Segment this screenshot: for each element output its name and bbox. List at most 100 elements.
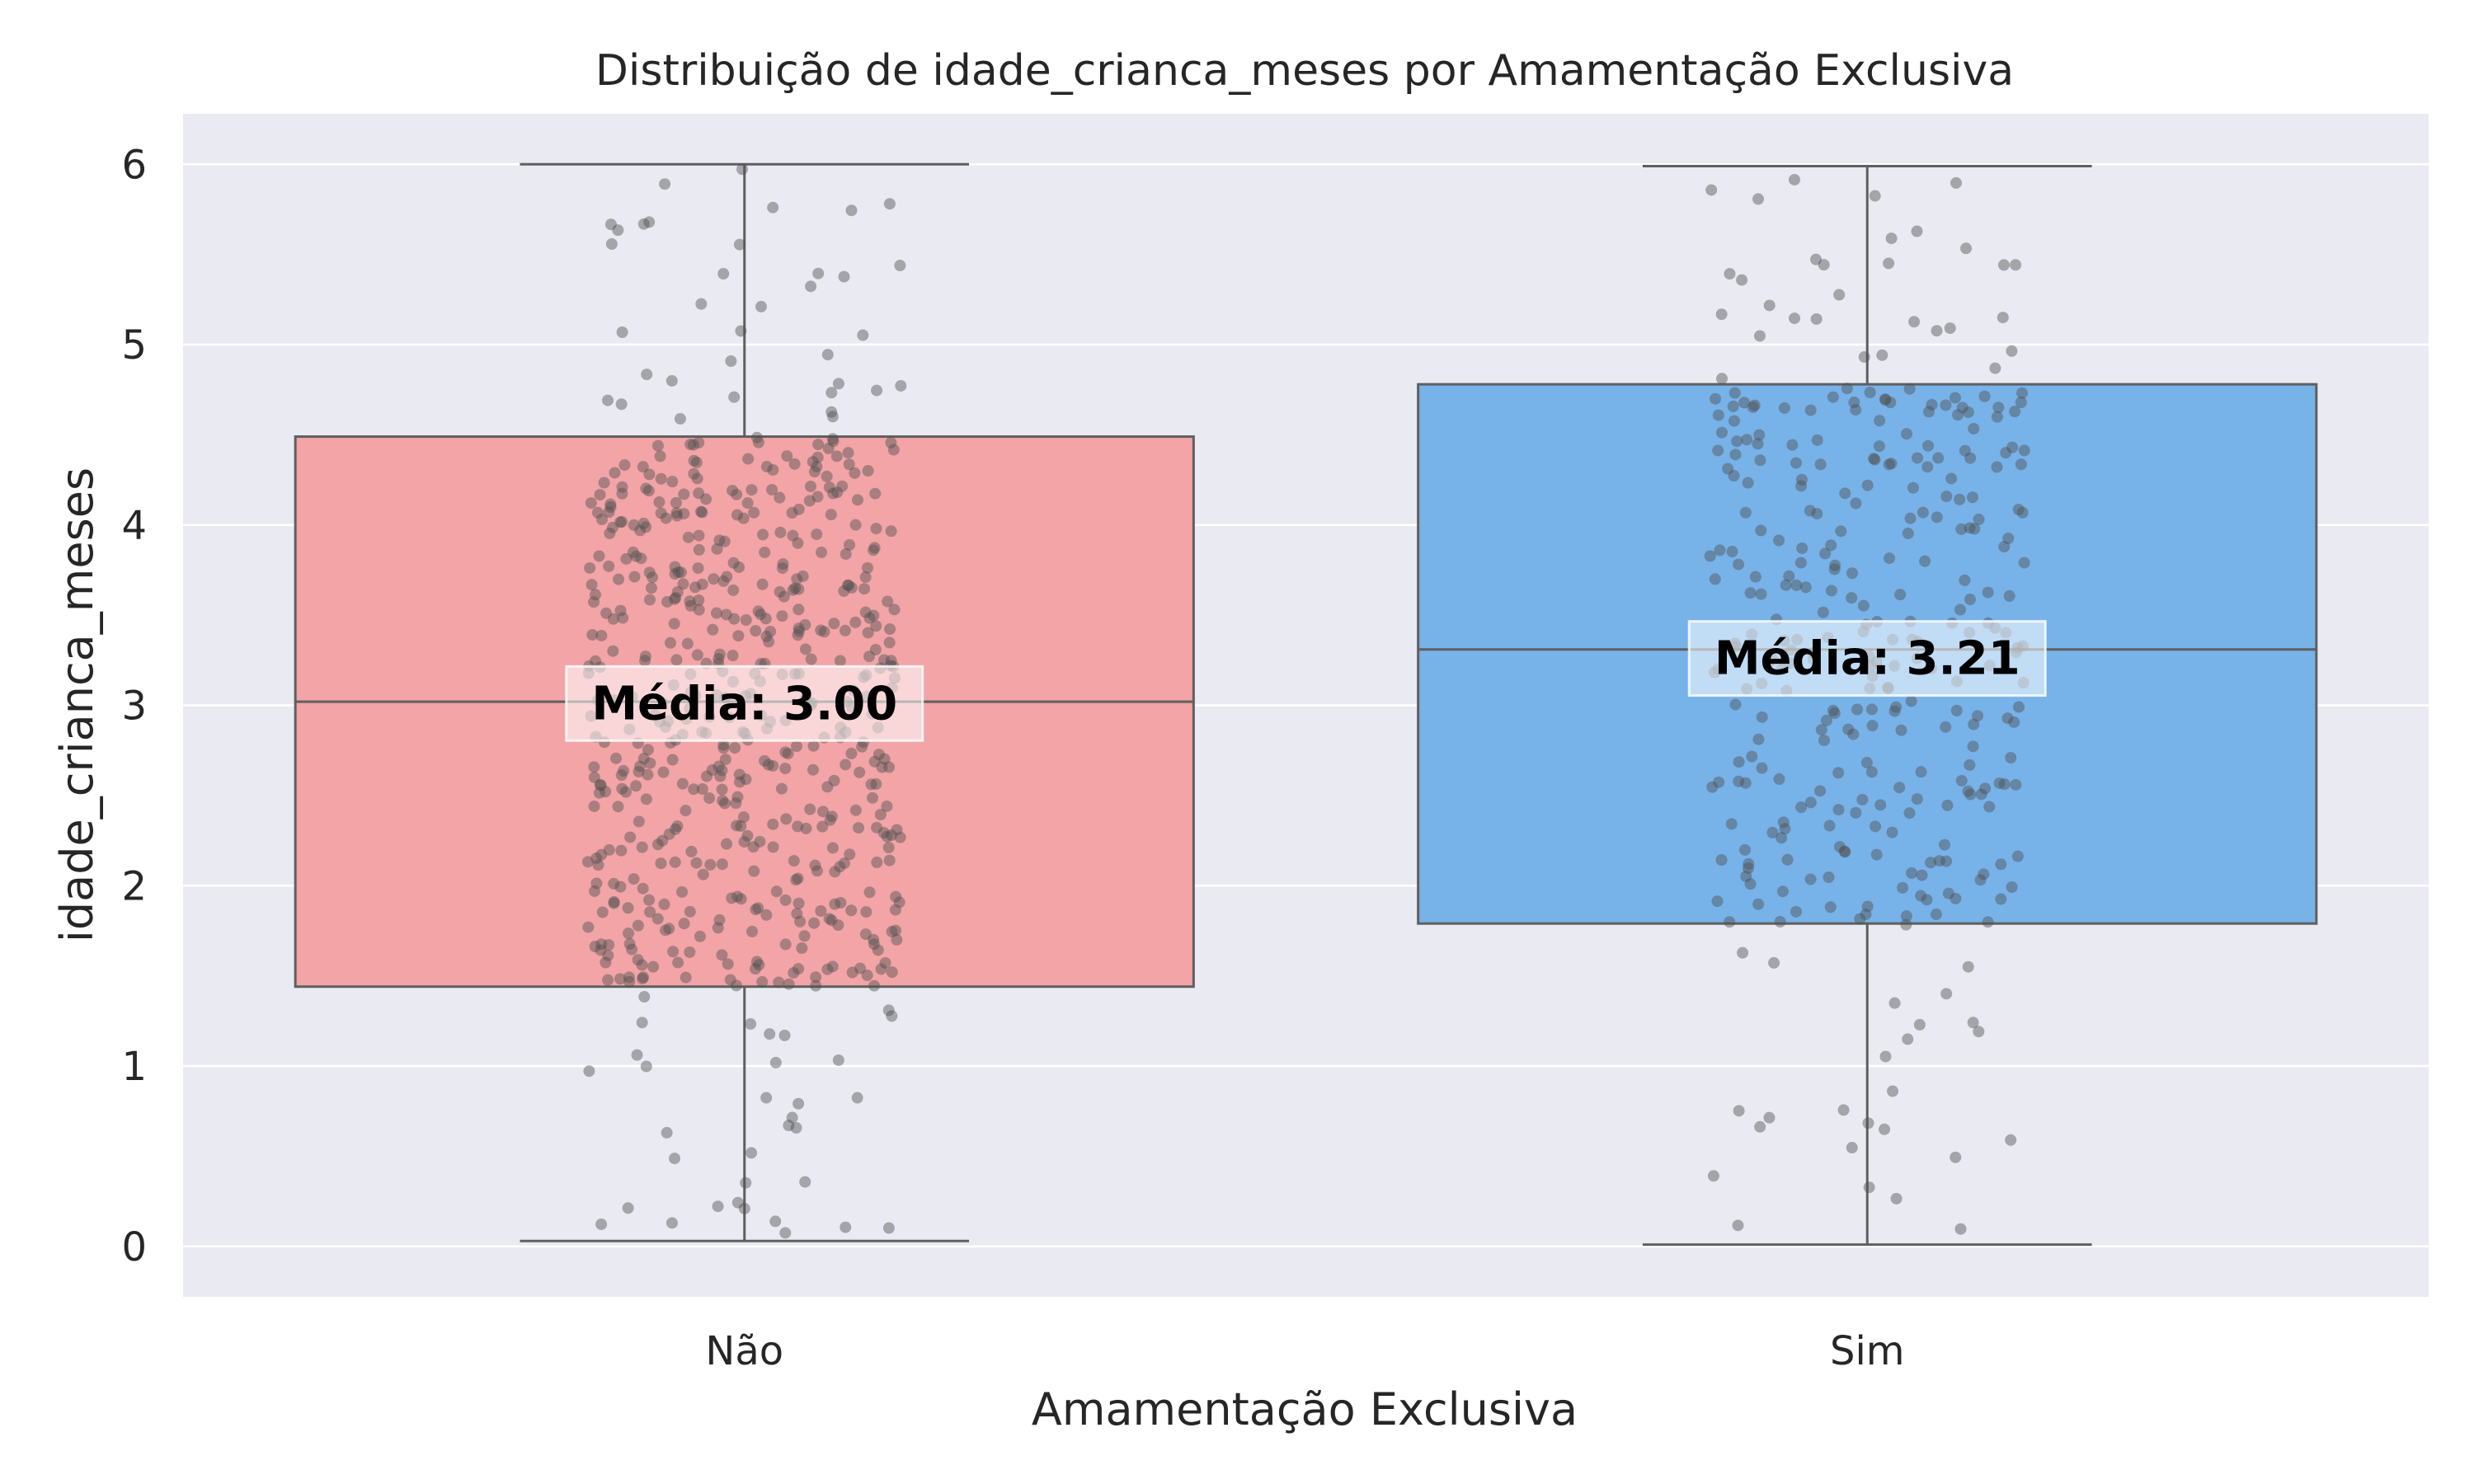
- data-point: [704, 858, 717, 871]
- data-point: [1869, 190, 1881, 202]
- data-point: [581, 856, 594, 868]
- data-point: [716, 858, 728, 871]
- data-point: [595, 848, 608, 861]
- data-point: [812, 439, 825, 451]
- data-point: [1817, 606, 1829, 618]
- data-point: [1883, 257, 1895, 270]
- data-point: [1861, 479, 1874, 491]
- data-point: [680, 971, 692, 984]
- data-point: [868, 542, 881, 554]
- data-point: [736, 163, 749, 176]
- data-point: [1814, 458, 1827, 471]
- data-point: [1978, 868, 1990, 881]
- data-point: [1746, 750, 1758, 763]
- data-point: [849, 804, 862, 816]
- data-point: [805, 653, 817, 665]
- data-point: [849, 616, 862, 628]
- data-point: [1755, 588, 1767, 600]
- data-point: [1925, 857, 1937, 869]
- data-point: [589, 941, 601, 953]
- data-point: [623, 937, 636, 950]
- data-point: [742, 453, 755, 465]
- data-point: [1774, 916, 1786, 928]
- data-point: [614, 604, 627, 617]
- data-point: [655, 857, 667, 870]
- data-point: [617, 612, 629, 624]
- data-point: [851, 1092, 863, 1104]
- data-point: [787, 584, 799, 596]
- data-point: [777, 558, 789, 571]
- data-point: [1724, 268, 1736, 280]
- data-point: [633, 765, 645, 777]
- data-point: [793, 1097, 805, 1110]
- data-point: [794, 915, 807, 928]
- data-point: [841, 579, 854, 591]
- data-point: [1832, 804, 1845, 816]
- data-point: [1913, 1018, 1926, 1031]
- data-point: [1712, 444, 1724, 457]
- data-point: [809, 859, 821, 871]
- data-point: [608, 897, 620, 909]
- data-point: [727, 584, 740, 596]
- data-point: [849, 519, 862, 531]
- data-point: [1973, 514, 1985, 526]
- data-point: [812, 267, 825, 279]
- data-point: [712, 922, 724, 934]
- data-point: [1752, 193, 1765, 205]
- data-point: [790, 1122, 802, 1134]
- data-point: [631, 1049, 643, 1061]
- data-point: [1799, 581, 1812, 594]
- data-point: [616, 326, 628, 338]
- data-point: [778, 1029, 791, 1041]
- data-point: [838, 270, 850, 283]
- data-point: [832, 378, 844, 390]
- data-point: [592, 859, 604, 871]
- data-point: [757, 528, 769, 541]
- data-point: [606, 521, 618, 533]
- data-point: [868, 755, 881, 768]
- data-point: [588, 801, 600, 813]
- data-point: [1729, 448, 1742, 461]
- data-point: [593, 787, 605, 799]
- data-point: [764, 1028, 776, 1040]
- data-point: [1738, 843, 1751, 856]
- data-point: [718, 535, 731, 547]
- data-point: [885, 436, 897, 448]
- data-point: [1933, 855, 1945, 867]
- data-point: [852, 494, 864, 506]
- data-point: [1932, 452, 1945, 464]
- data-point: [1833, 289, 1846, 301]
- data-point: [804, 480, 816, 492]
- data-point: [643, 566, 656, 579]
- data-point: [612, 224, 624, 237]
- data-point: [697, 868, 709, 881]
- data-point: [844, 848, 856, 861]
- data-point: [793, 625, 805, 637]
- data-point: [672, 956, 684, 969]
- data-point: [1865, 766, 1878, 778]
- data-point: [1789, 312, 1801, 325]
- mean-labels: Média: 3.00 Média: 3.21: [565, 620, 2047, 742]
- data-point: [1956, 402, 1968, 414]
- data-point: [861, 561, 873, 574]
- y-tick-labels: 0 1 2 3 4 5 6: [121, 142, 147, 1270]
- data-point: [1866, 720, 1879, 732]
- mean-label: Média: 3.00: [591, 677, 897, 730]
- data-point: [593, 550, 605, 562]
- data-point: [1857, 599, 1870, 612]
- data-point: [623, 975, 636, 988]
- data-point: [676, 885, 689, 898]
- data-point: [1846, 1142, 1858, 1154]
- data-point: [1870, 820, 1882, 833]
- data-point: [1917, 506, 1929, 519]
- data-point: [1974, 874, 1987, 886]
- data-point: [1725, 818, 1738, 830]
- data-point: [1912, 452, 1924, 464]
- data-point: [1904, 512, 1917, 524]
- data-point: [790, 874, 802, 886]
- data-point: [834, 655, 846, 667]
- data-point: [1796, 542, 1808, 554]
- data-point: [849, 467, 861, 479]
- data-point: [1860, 757, 1873, 769]
- data-point: [1776, 885, 1789, 898]
